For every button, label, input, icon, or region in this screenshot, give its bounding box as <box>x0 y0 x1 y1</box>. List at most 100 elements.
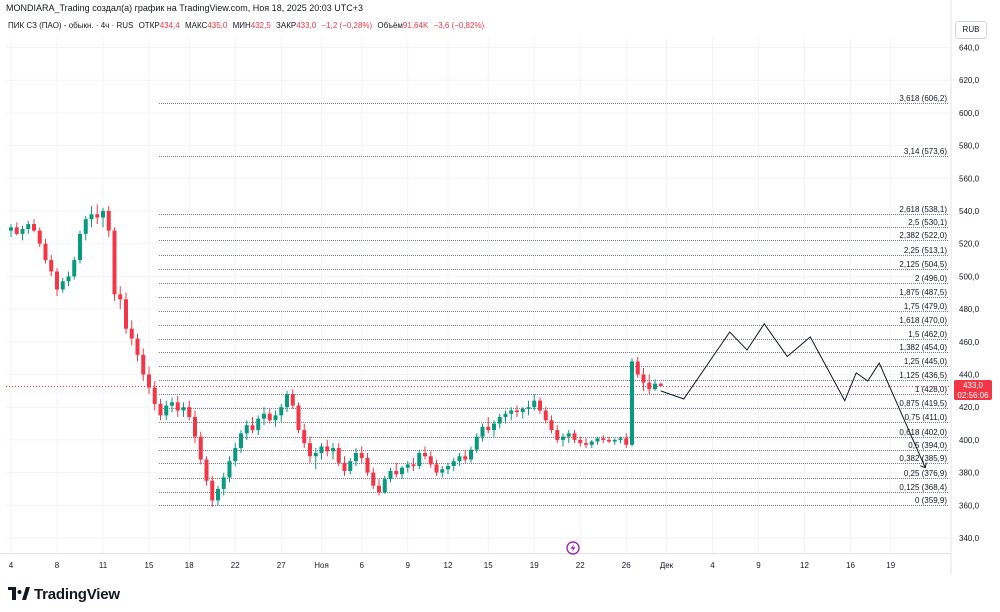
candle-body <box>457 456 462 462</box>
candle-body <box>285 394 289 408</box>
candle-body <box>578 439 583 444</box>
candle-body <box>78 233 82 261</box>
time-axis-label: 19 <box>886 561 895 570</box>
price-axis-label: 540,0 <box>959 207 980 216</box>
price-axis-label: 460,0 <box>959 338 980 347</box>
candle-body <box>382 479 387 493</box>
candle-body <box>89 214 94 220</box>
time-axis-label: 15 <box>484 561 493 570</box>
candle-body <box>411 464 416 467</box>
legend-low-value: 432,5 <box>250 21 271 30</box>
legend-volume-value: 91,64K <box>402 21 429 30</box>
candle-body <box>492 423 496 431</box>
candle-body <box>400 467 404 475</box>
time-axis-label: 16 <box>846 561 855 570</box>
symbol-legend: ПИК СЗ (ПАО) - обыкн. · 4ч · RUS ОТКР434… <box>8 21 487 30</box>
candle-body <box>20 228 25 234</box>
candle-body <box>480 426 485 437</box>
candle-body <box>572 433 577 440</box>
candle-body <box>14 227 19 234</box>
fib-level-label: 2,382 (522,0) <box>899 231 947 240</box>
candle-body <box>216 488 220 501</box>
price-axis-label: 580,0 <box>959 142 980 151</box>
candle-body <box>630 361 634 445</box>
candle-body <box>204 459 209 481</box>
candle-body <box>538 400 542 411</box>
candle-body <box>474 436 479 450</box>
projection-arrowhead <box>920 462 927 469</box>
fib-level-label: 0,125 (368,4) <box>899 483 947 492</box>
candle-body <box>193 417 197 437</box>
candle-body <box>607 439 611 442</box>
event-lightning-icon[interactable] <box>566 541 580 555</box>
candle-body <box>95 214 100 218</box>
candle-body <box>210 480 215 501</box>
candle-body <box>532 400 537 408</box>
time-axis-label: 22 <box>231 561 240 570</box>
price-axis-label: 600,0 <box>959 109 980 118</box>
legend-close-value: 433,0 <box>296 21 317 30</box>
legend-open-label: ОТКР <box>138 21 160 30</box>
candle-body <box>181 407 186 411</box>
candle-body <box>446 466 450 470</box>
candle-body <box>417 452 422 467</box>
price-axis-label: 420,0 <box>959 403 980 412</box>
candle-body <box>641 374 646 383</box>
price-axis-label: 620,0 <box>959 76 980 85</box>
candle-body <box>221 477 226 489</box>
candle-body <box>469 449 473 460</box>
time-axis-label: 6 <box>360 561 365 570</box>
candle-body <box>440 469 445 473</box>
fib-level-label: 0,25 (376,9) <box>904 469 947 478</box>
candle-body <box>342 462 347 471</box>
time-axis-label: 4 <box>9 561 14 570</box>
time-axis-label: 12 <box>800 561 809 570</box>
candle-body <box>520 408 525 413</box>
time-axis-label: Ноя <box>314 561 329 570</box>
candle-body <box>118 294 123 300</box>
candle-body <box>331 448 335 452</box>
price-axis-label: 440,0 <box>959 371 980 380</box>
candle-body <box>83 219 88 234</box>
candle-body <box>250 425 255 431</box>
legend-volume-label: Объём <box>377 21 403 30</box>
time-axis-label: 9 <box>756 561 761 570</box>
candle-body <box>589 441 594 445</box>
candle-body <box>584 443 588 445</box>
candle-body <box>198 436 203 460</box>
price-axis-label: 340,0 <box>959 534 980 543</box>
tradingview-logo[interactable]: TradingView <box>8 584 120 604</box>
candle-body <box>187 407 192 418</box>
last-price-tag: 433,0 02:56:06 <box>954 380 992 400</box>
candle-body <box>55 271 59 290</box>
time-axis-label: 4 <box>710 561 715 570</box>
candle-body <box>325 446 330 452</box>
fib-level-label: 0,75 (411,0) <box>904 413 947 422</box>
legend-open-value: 434,4 <box>159 21 180 30</box>
candle-body <box>388 470 393 480</box>
legend-high-label: МАКС <box>184 21 208 30</box>
legend-high-value: 435,0 <box>207 21 228 30</box>
candle-body <box>129 328 134 339</box>
candle-body <box>296 405 301 431</box>
candle-body <box>66 276 71 282</box>
time-axis-label: 22 <box>576 561 585 570</box>
candle-body <box>60 281 65 290</box>
candle-body <box>273 415 278 421</box>
candle-body <box>147 374 151 388</box>
fib-level-label: 1,125 (436,5) <box>899 371 947 380</box>
price-axis-label: 640,0 <box>959 44 980 53</box>
time-axis-label: 12 <box>444 561 453 570</box>
legend-symbol[interactable]: ПИК СЗ (ПАО) - обыкн. · 4ч · RUS <box>8 21 134 30</box>
candle-body <box>497 417 502 424</box>
candle-body <box>526 407 531 409</box>
candle-body <box>170 402 174 406</box>
candle-body <box>26 224 31 229</box>
candle-body <box>290 394 295 406</box>
candle-body <box>313 452 318 457</box>
chart-caption: MONDIARA_Trading создал(а) график на Tra… <box>6 3 363 13</box>
currency-button[interactable]: RUB <box>955 21 987 39</box>
projection-path <box>660 322 926 468</box>
candle-body <box>365 457 370 473</box>
